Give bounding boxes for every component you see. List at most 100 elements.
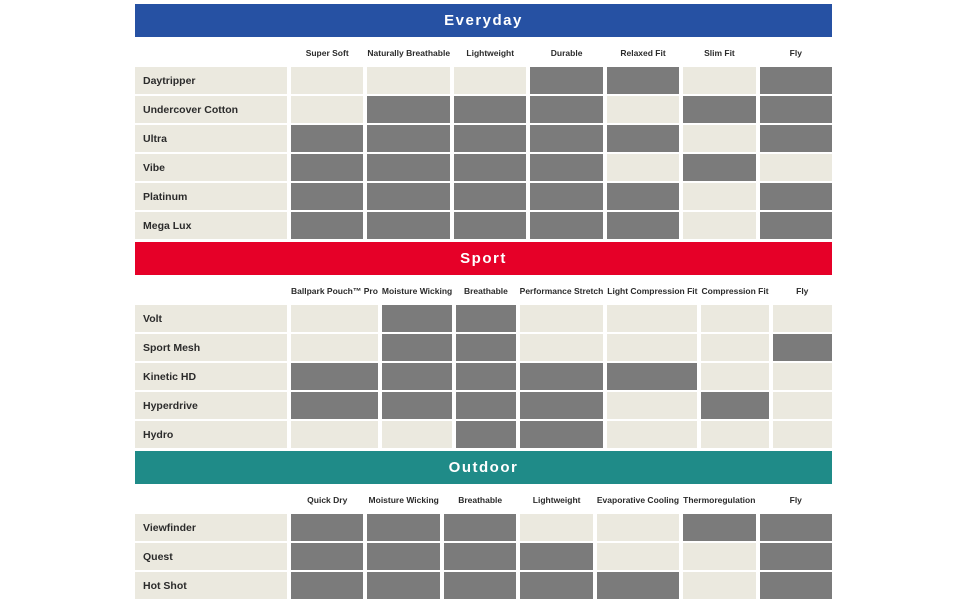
feature-cell-filled (456, 305, 516, 332)
section-title: Everyday (444, 12, 523, 29)
feature-cell-filled (701, 392, 769, 419)
column-header: Compression Fit (701, 286, 769, 296)
column-header: Relaxed Fit (620, 48, 666, 58)
column-header: Fly (789, 48, 802, 58)
feature-cell-empty (607, 421, 698, 448)
feature-cell-filled (759, 67, 832, 94)
product-name-cell: Daytripper (135, 67, 287, 94)
feature-cell-empty (772, 421, 832, 448)
feature-grid-everyday: Super Soft Naturally Breathable Lightweigh… (135, 37, 832, 239)
feature-cell-empty (519, 334, 604, 361)
feature-cell-filled (683, 96, 756, 123)
feature-cell-filled (381, 363, 453, 390)
feature-cell-filled (530, 125, 603, 152)
feature-cell-empty (683, 125, 756, 152)
feature-cell-empty (367, 67, 451, 94)
feature-cell-filled (367, 572, 440, 599)
feature-cell-empty (701, 305, 769, 332)
feature-cell-empty (701, 334, 769, 361)
column-header: Performance Stretch (519, 286, 604, 296)
product-name-cell: Ultra (135, 125, 287, 152)
column-header: Moisture Wicking (368, 495, 439, 505)
feature-cell-filled (530, 96, 603, 123)
feature-cell-empty (607, 334, 698, 361)
feature-cell-filled (519, 363, 604, 390)
feature-cell-empty (701, 363, 769, 390)
feature-cell-empty (291, 305, 378, 332)
feature-cell-filled (454, 154, 527, 181)
feature-cell-filled (291, 514, 364, 541)
column-header: Thermoregulation (683, 495, 756, 505)
feature-cell-empty (596, 514, 680, 541)
feature-cell-filled (291, 125, 364, 152)
product-name-cell: Vibe (135, 154, 287, 181)
feature-cell-empty (683, 543, 756, 570)
feature-cell-filled (367, 154, 451, 181)
feature-cell-empty (291, 334, 378, 361)
section-title: Sport (460, 250, 507, 267)
feature-cell-filled (291, 154, 364, 181)
product-name-cell: Viewfinder (135, 514, 287, 541)
column-header: Durable (550, 48, 583, 58)
feature-cell-empty (596, 543, 680, 570)
feature-cell-filled (456, 421, 516, 448)
feature-cell-filled (291, 212, 364, 239)
product-name-cell: Hyperdrive (135, 392, 287, 419)
column-header: Fly (796, 286, 809, 296)
feature-cell-empty (520, 514, 593, 541)
feature-cell-filled (759, 543, 832, 570)
feature-cell-filled (759, 183, 832, 210)
feature-cell-empty (772, 363, 832, 390)
column-header-spacer (135, 37, 287, 65)
product-name-cell: Hydro (135, 421, 287, 448)
column-header: Moisture Wicking (381, 286, 453, 296)
column-header: Breathable (463, 286, 508, 296)
column-header-spacer (135, 484, 287, 512)
feature-cell-empty (772, 392, 832, 419)
feature-cell-filled (530, 183, 603, 210)
feature-cell-filled (367, 514, 440, 541)
column-header: Lightweight (466, 48, 515, 58)
section-header-outdoor: Outdoor (135, 451, 832, 484)
section-header-everyday: Everyday (135, 4, 832, 37)
feature-cell-empty (772, 305, 832, 332)
feature-cell-filled (367, 183, 451, 210)
column-header: Evaporative Cooling (596, 495, 680, 505)
feature-cell-filled (367, 125, 451, 152)
feature-cell-filled (759, 212, 832, 239)
column-header: Light Compression Fit (607, 286, 698, 296)
feature-cell-filled (381, 334, 453, 361)
feature-cell-filled (367, 212, 451, 239)
column-header: Lightweight (532, 495, 581, 505)
product-name-cell: Undercover Cotton (135, 96, 287, 123)
feature-cell-empty (606, 154, 680, 181)
feature-cell-empty (606, 96, 680, 123)
feature-cell-filled (683, 514, 756, 541)
feature-cell-empty (607, 305, 698, 332)
feature-cell-filled (519, 392, 604, 419)
feature-cell-filled (454, 212, 527, 239)
feature-cell-filled (367, 96, 451, 123)
feature-cell-filled (454, 96, 527, 123)
feature-cell-filled (607, 363, 698, 390)
feature-cell-empty (683, 67, 756, 94)
feature-cell-empty (381, 421, 453, 448)
feature-cell-filled (291, 183, 364, 210)
column-header: Quick Dry (307, 495, 348, 505)
feature-cell-filled (606, 183, 680, 210)
product-name-cell: Quest (135, 543, 287, 570)
feature-cell-filled (454, 183, 527, 210)
feature-cell-filled (381, 392, 453, 419)
feature-cell-empty (683, 572, 756, 599)
product-name-cell: Mega Lux (135, 212, 287, 239)
feature-cell-filled (456, 334, 516, 361)
column-header: Super Soft (305, 48, 349, 58)
feature-cell-filled (291, 392, 378, 419)
feature-cell-empty (759, 154, 832, 181)
feature-cell-filled (456, 392, 516, 419)
feature-cell-filled (759, 514, 832, 541)
product-name-cell: Kinetic HD (135, 363, 287, 390)
feature-cell-filled (606, 125, 680, 152)
feature-cell-filled (291, 363, 378, 390)
